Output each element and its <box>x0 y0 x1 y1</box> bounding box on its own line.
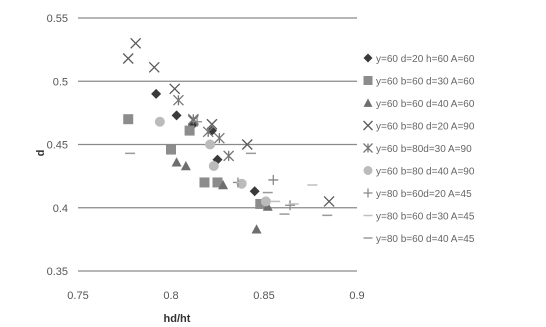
legend-marker <box>363 53 373 63</box>
gridlines <box>78 17 357 272</box>
data-point <box>172 94 184 106</box>
data-point <box>148 61 160 73</box>
data-point <box>123 114 134 125</box>
y-tick-labels: 0.35 0.4 0.45 0.5 0.55 <box>47 13 68 278</box>
legend-marker <box>363 166 373 175</box>
data-point <box>223 150 235 162</box>
legend-marker <box>363 98 373 107</box>
y-tick-label: 0.55 <box>47 13 68 25</box>
x-tick-labels: 0.75 0.8 0.85 0.9 <box>67 290 364 302</box>
legend-label: y=80 b=60d=20 A=45 <box>376 189 472 200</box>
data-point <box>184 125 195 136</box>
data-point <box>268 174 279 185</box>
legend-label: y=60 d=20 h=60 A=60 <box>376 54 475 65</box>
legend-marker <box>363 120 373 131</box>
data-point <box>169 83 181 95</box>
data-point <box>122 53 134 64</box>
data-point <box>171 110 182 121</box>
data-point <box>192 116 203 127</box>
legend-label: y=80 b=60 d=40 A=45 <box>376 234 475 245</box>
legend-marker <box>363 76 373 85</box>
legend-label: y=60 b=80d=30 A=90 <box>376 144 472 155</box>
legend-label: y=60 b=80 d=40 A=90 <box>376 167 475 178</box>
data-point <box>130 37 142 49</box>
data-point <box>205 139 216 150</box>
data-point <box>323 195 335 207</box>
x-tick-label: 0.85 <box>253 290 274 302</box>
data-point <box>249 186 260 197</box>
y-tick-label: 0.5 <box>53 76 68 88</box>
y-tick-label: 0.4 <box>53 203 68 215</box>
data-point <box>180 161 191 171</box>
legend: y=60 d=20 h=60 A=60 y=60 b=60 d=30 A=60 y=… <box>363 53 475 245</box>
data-point <box>241 139 253 150</box>
data-point <box>202 126 214 138</box>
x-tick-label: 0.8 <box>163 290 178 302</box>
legend-marker <box>363 188 373 198</box>
y-tick-label: 0.45 <box>47 140 68 152</box>
y-axis-title: d <box>35 150 47 157</box>
data-point <box>171 157 182 167</box>
data-point <box>154 116 165 127</box>
data-point <box>285 200 296 211</box>
data-point <box>251 224 262 234</box>
data-point <box>236 178 247 189</box>
legend-label: y=80 b=60 d=30 A=45 <box>376 212 475 223</box>
data-point <box>218 179 229 190</box>
data-point <box>213 132 225 144</box>
data-point <box>166 144 176 155</box>
legend-label: y=60 b=60 d=40 A=60 <box>376 99 475 110</box>
legend-marker <box>363 143 373 153</box>
data-point <box>151 88 162 99</box>
x-tick-label: 0.75 <box>67 290 88 302</box>
data-point <box>262 201 273 211</box>
x-axis-title: hd/ht <box>164 313 191 325</box>
data-point <box>199 177 210 188</box>
data-point <box>255 198 266 209</box>
data-point <box>208 161 219 172</box>
data-points <box>122 37 335 234</box>
data-point <box>260 196 271 207</box>
data-point <box>212 177 223 188</box>
y-tick-label: 0.35 <box>47 266 68 278</box>
legend-label: y=60 b=60 d=30 A=60 <box>376 77 475 88</box>
x-tick-label: 0.9 <box>349 290 364 302</box>
legend-label: y=60 b=80 d=20 A=90 <box>376 122 475 133</box>
